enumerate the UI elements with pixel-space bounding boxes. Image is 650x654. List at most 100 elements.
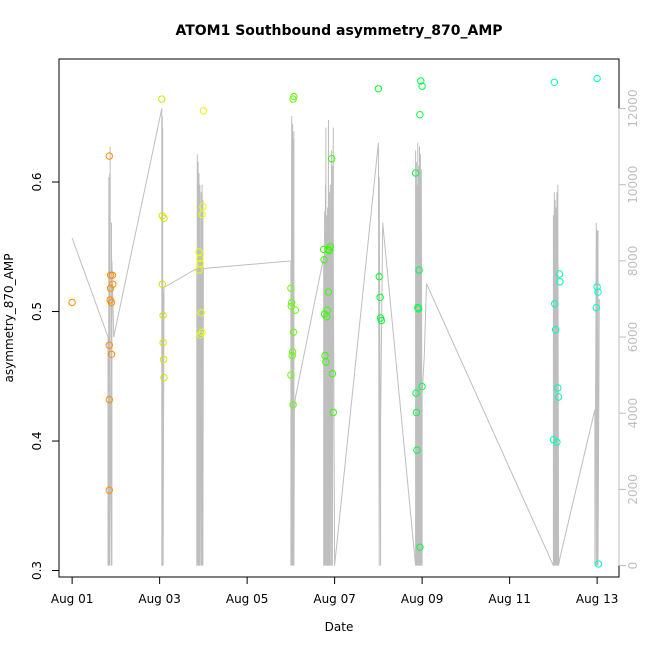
data-point: [159, 311, 167, 320]
series-line: [71, 108, 600, 566]
data-point: [198, 210, 206, 219]
data-point: [199, 202, 207, 211]
data-point: [105, 341, 114, 349]
data-point: [287, 284, 295, 292]
data-point: [198, 328, 206, 336]
data-point: [374, 85, 383, 93]
data-point: [159, 338, 167, 347]
data-point: [556, 278, 564, 286]
data-point: [105, 395, 114, 404]
data-point: [416, 543, 424, 551]
data-point: [107, 298, 116, 307]
data-point: [106, 284, 115, 292]
y-tick-label: 0.3: [30, 561, 44, 580]
data-point: [323, 306, 331, 314]
y-axis-label: asymmetry_870_AMP: [2, 254, 16, 383]
y2-tick-label: 12000: [626, 89, 640, 127]
y2-tick-label: 2000: [626, 474, 640, 505]
data-point: [328, 370, 337, 378]
y2-tick-label: 4000: [626, 398, 640, 429]
data-point: [108, 271, 117, 279]
data-point: [415, 266, 423, 274]
data-point: [417, 77, 425, 85]
line-layer: [71, 108, 600, 566]
x-tick-label: Aug 09: [401, 592, 444, 606]
data-point: [418, 382, 426, 391]
x-tick-label: Aug 05: [226, 592, 269, 606]
data-point: [413, 446, 421, 454]
data-point: [592, 303, 600, 312]
data-point: [196, 254, 204, 263]
y2-tick-label: 8000: [626, 246, 640, 277]
x-axis-label: Date: [325, 620, 354, 634]
data-point: [376, 293, 384, 301]
x-tick-label: Aug 03: [138, 592, 181, 606]
data-point: [289, 328, 298, 336]
chart-title: ATOM1 Southbound asymmetry_870_AMP: [175, 23, 502, 39]
data-point: [551, 326, 560, 334]
data-point: [377, 316, 386, 325]
y-tick-label: 0.5: [30, 302, 44, 321]
x-tick-label: Aug 13: [576, 592, 619, 606]
data-point: [329, 408, 337, 417]
data-point: [375, 272, 383, 281]
data-point: [324, 288, 333, 296]
data-point: [109, 280, 117, 288]
x-tick-label: Aug 01: [51, 592, 94, 606]
data-point: [320, 256, 328, 264]
y2-tick-label: 10000: [626, 166, 640, 204]
data-point: [158, 95, 166, 103]
data-point: [411, 169, 420, 177]
data-point: [196, 259, 205, 268]
data-point: [553, 438, 561, 446]
x-axis: Aug 01 Aug 03 Aug 05 Aug 07 Aug 09 Aug 11 Aug …: [51, 576, 619, 606]
data-point: [197, 309, 205, 317]
data-point: [550, 78, 558, 87]
data-point: [554, 384, 562, 392]
data-point: [288, 348, 297, 356]
data-point: [594, 288, 602, 296]
data-point: [287, 302, 295, 310]
points-layer: [68, 74, 603, 568]
data-point: [291, 306, 299, 314]
data-point: [325, 247, 334, 255]
data-point: [68, 298, 76, 307]
y-tick-label: 0.4: [30, 431, 44, 450]
data-point: [287, 371, 295, 379]
data-point: [289, 401, 297, 409]
data-point: [554, 393, 563, 401]
data-point: [416, 111, 424, 119]
data-point: [593, 283, 601, 291]
data-point: [159, 355, 168, 364]
data-point: [327, 155, 336, 163]
data-point: [107, 350, 116, 358]
data-point: [288, 351, 296, 360]
data-point: [160, 214, 168, 223]
x-tick-label: Aug 07: [313, 592, 356, 606]
data-point: [418, 82, 426, 90]
data-point: [160, 373, 168, 382]
data-point: [593, 74, 601, 83]
y-axis: 0.3 0.4 0.5 0.6: [30, 172, 60, 580]
data-point: [414, 305, 423, 313]
data-point: [105, 486, 114, 494]
data-point: [290, 92, 298, 101]
data-point: [158, 280, 167, 288]
data-point: [594, 560, 603, 568]
data-point: [288, 298, 296, 307]
y2-axis: 0 2000 4000 6000 8000 10000 12000: [618, 89, 640, 570]
data-point: [555, 270, 564, 278]
data-point: [199, 107, 208, 115]
data-point: [412, 408, 421, 417]
data-point: [412, 389, 420, 397]
data-point: [551, 300, 559, 308]
data-point: [326, 243, 334, 251]
x-tick-label: Aug 11: [488, 592, 531, 606]
data-point: [322, 358, 330, 366]
data-point: [105, 152, 114, 160]
data-point: [414, 303, 422, 312]
y-tick-label: 0.6: [30, 172, 44, 191]
y2-tick-label: 6000: [626, 322, 640, 353]
y2-tick-label: 0: [626, 562, 640, 570]
